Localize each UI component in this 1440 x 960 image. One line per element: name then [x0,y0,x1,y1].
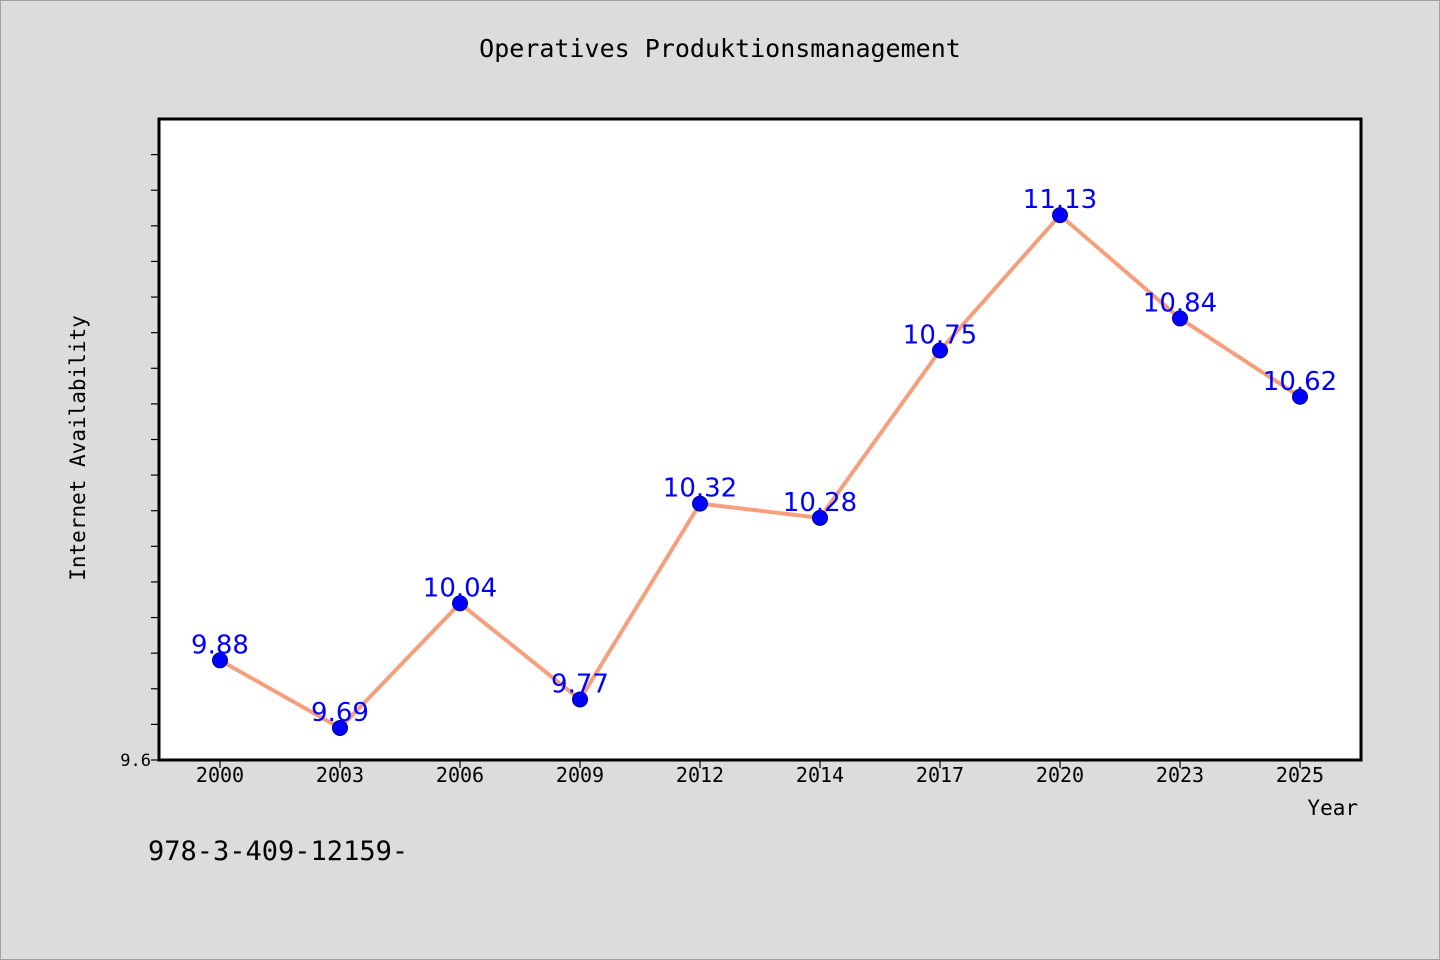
data-point [1172,310,1188,327]
data-label: 10.04 [423,573,497,603]
x-tick-label: 2003 [316,763,364,787]
data-label: 10.28 [783,488,857,518]
series-layer [212,207,1308,736]
x-tick-label: 2000 [196,763,244,787]
chart-title: Operatives Produktionsmanagement [479,34,961,63]
data-point [332,719,348,736]
y-tick-label: 9.6 [120,751,151,771]
data-label: 11.13 [1023,185,1097,215]
data-point [1052,207,1068,224]
data-label: 9.77 [551,669,609,699]
x-tick-label: 2025 [1276,763,1324,787]
data-label-layer: 9.88 9.69 10.04 9.77 10.32 10.28 10.75 11.13 10.… [191,185,1337,728]
data-point [1292,388,1308,405]
plot-area [157,117,1363,762]
data-label: 10.84 [1143,288,1217,318]
x-tick-label: 2017 [916,763,964,787]
data-label: 10.62 [1263,367,1337,397]
data-point [932,342,948,359]
footer-code: 978-3-409-12159- [148,836,409,867]
y-axis-ticks: 9.6 [120,154,159,771]
data-point [812,509,828,526]
x-axis-ticks: 2000 2003 2006 2009 2012 2014 2017 2020 2023 2025 [196,760,1324,787]
x-tick-label: 2014 [796,763,844,787]
data-label: 10.32 [663,474,737,504]
data-point [452,595,468,612]
x-tick-label: 2006 [436,763,484,787]
x-tick-label: 2012 [676,763,724,787]
data-point [572,691,588,708]
data-point [212,652,228,669]
x-tick-label: 2020 [1036,763,1084,787]
x-tick-label: 2023 [1156,763,1204,787]
data-point [692,495,708,512]
data-label: 9.69 [311,698,369,728]
x-tick-label: 2009 [556,763,604,787]
data-label: 9.88 [191,630,249,660]
data-label: 10.75 [903,320,977,350]
series-line [218,213,1302,730]
x-axis-label: Year [1307,796,1358,820]
